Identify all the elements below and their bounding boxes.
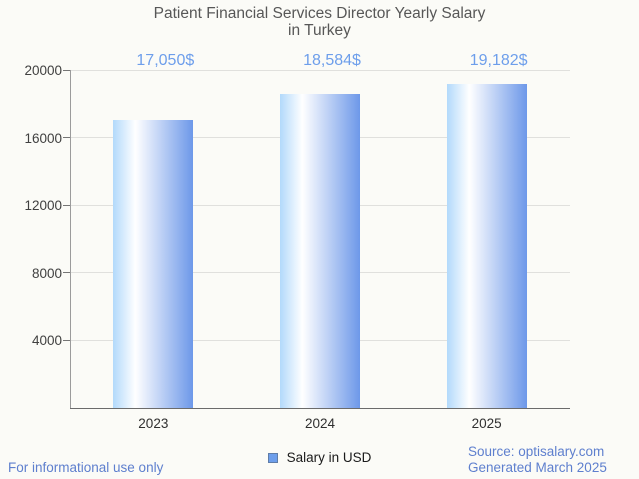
legend-label: Salary in USD [286,450,372,465]
legend: Salary in USD [0,450,639,465]
x-tick-label: 2024 [304,416,336,431]
x-tick-label: 2025 [471,416,502,431]
legend-marker-icon [267,452,278,463]
y-axis-tick [63,204,70,206]
footer-generated: Generated March 2025 [468,460,607,475]
y-axis-tick [63,339,70,341]
footer-source: Source: optisalary.com [468,444,605,459]
bar-2023[interactable] [113,119,194,408]
footer-disclaimer: For informational use only [8,460,164,475]
y-tick-label: 12000 [24,198,62,214]
chart-title-line2: in Turkey [288,22,351,39]
chart-title-line1: Patient Financial Services Director Year… [153,5,486,22]
bar-value-label: 18,584$ [303,52,361,69]
gridline [70,69,570,71]
footer-source-block: Source: optisalary.com Generated March 2… [468,444,607,476]
y-axis-line [70,70,71,408]
y-tick-label: 8000 [31,265,62,281]
x-tick-label: 2023 [138,416,169,431]
y-tick-label: 4000 [31,333,62,349]
y-axis-tick [63,272,70,274]
bar-2024[interactable] [280,93,360,408]
y-tick-label: 20000 [24,63,62,78]
bar-2025[interactable] [446,83,527,408]
x-axis-line [70,408,570,409]
y-tick-label: 16000 [24,130,62,146]
y-axis-tick [63,137,70,139]
bar-value-label: 19,182$ [469,52,528,69]
chart-title: Patient Financial Services Director Year… [0,5,639,39]
bar-value-label: 17,050$ [136,52,195,69]
y-axis-tick [63,69,70,71]
